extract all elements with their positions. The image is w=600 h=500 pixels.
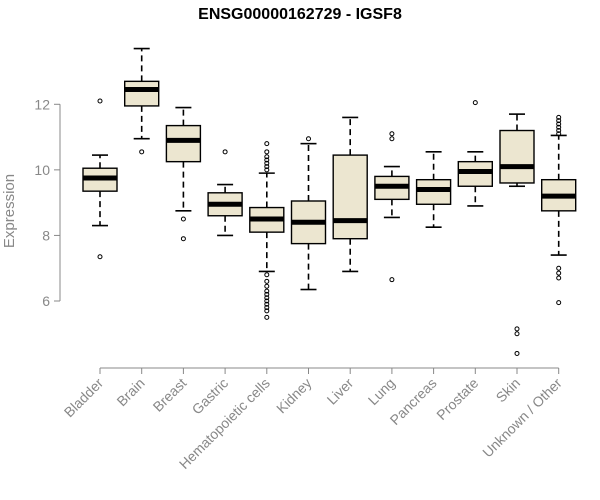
outlier-point — [514, 350, 520, 356]
outlier-point — [472, 100, 478, 106]
outlier-point — [389, 136, 395, 142]
outlier-point — [556, 118, 562, 124]
box-iqr — [332, 154, 368, 240]
outlier-point — [264, 157, 270, 163]
outlier-point — [514, 331, 520, 337]
outlier-point — [556, 124, 562, 130]
outlier-point — [264, 301, 270, 307]
y-tick-label: 12 — [34, 96, 50, 112]
outlier-point — [556, 128, 562, 134]
outlier-point — [264, 295, 270, 301]
x-tick-label: Kidney — [273, 375, 315, 417]
y-tick-label: 8 — [42, 227, 50, 243]
outlier-point — [180, 216, 186, 222]
outlier-point — [264, 288, 270, 294]
outlier-point — [514, 326, 520, 332]
outlier-point — [264, 278, 270, 284]
outlier-point — [139, 149, 145, 155]
x-tick-label: Skin — [493, 375, 524, 406]
outlier-point — [264, 298, 270, 304]
outlier-point — [306, 136, 311, 142]
box-iqr — [499, 129, 535, 184]
outlier-point — [556, 265, 562, 271]
outlier-point — [180, 236, 186, 242]
outlier-point — [264, 272, 270, 278]
box-iqr — [165, 124, 202, 163]
x-tick-label: Bladder — [61, 375, 107, 421]
x-tick-label: Unknown / Other — [479, 375, 565, 461]
outlier-point — [264, 314, 270, 320]
chart-title: ENSG00000162729 - IGSF8 — [198, 6, 402, 23]
outlier-point — [556, 114, 562, 120]
x-tick-label: Lung — [365, 375, 398, 408]
y-axis-title: Expression — [1, 174, 18, 248]
outlier-point — [264, 167, 270, 173]
outlier-point — [264, 154, 270, 160]
outlier-point — [264, 164, 270, 170]
outlier-point — [222, 149, 228, 155]
outlier-point — [556, 121, 562, 127]
x-tick-label: Breast — [150, 375, 190, 415]
outlier-point — [264, 141, 270, 147]
x-tick-label: Liver — [324, 375, 357, 408]
box-iqr — [123, 80, 160, 107]
outlier-point — [556, 131, 562, 137]
outlier-point — [389, 277, 395, 283]
y-tick-label: 10 — [34, 162, 50, 178]
outlier-point — [97, 254, 103, 260]
y-tick-label: 6 — [42, 293, 50, 309]
outlier-point — [389, 131, 395, 137]
x-tick-label: Prostate — [433, 375, 481, 423]
outlier-point — [556, 275, 562, 281]
outlier-point — [264, 308, 270, 314]
outlier-point — [264, 283, 270, 289]
outlier-point — [264, 291, 270, 297]
outlier-point — [264, 149, 270, 155]
outlier-point — [97, 98, 103, 104]
outlier-point — [556, 300, 562, 306]
x-tick-label: Brain — [113, 375, 147, 409]
outlier-point — [264, 160, 270, 166]
outlier-point — [556, 270, 562, 276]
outlier-point — [264, 305, 270, 311]
